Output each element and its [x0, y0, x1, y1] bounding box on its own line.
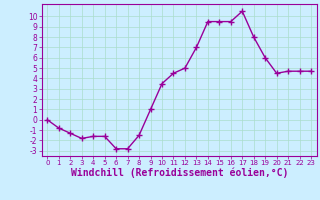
X-axis label: Windchill (Refroidissement éolien,°C): Windchill (Refroidissement éolien,°C): [70, 168, 288, 178]
